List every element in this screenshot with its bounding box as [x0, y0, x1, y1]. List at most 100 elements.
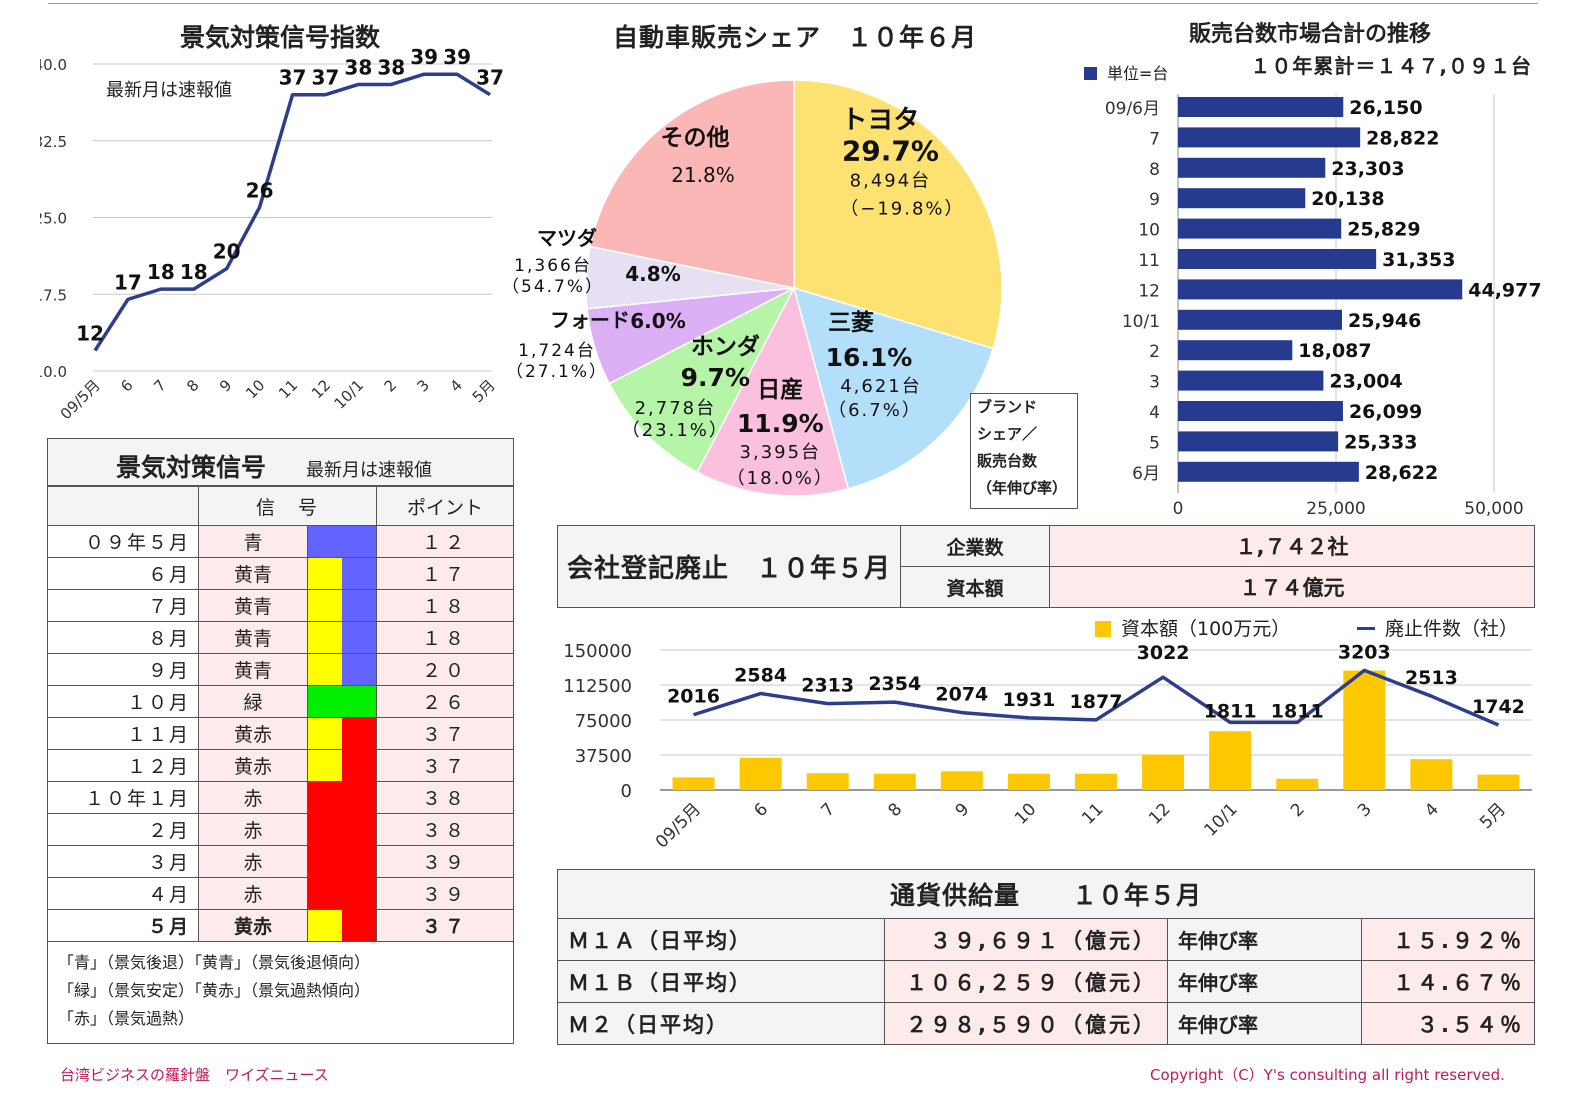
y-tick-label: 0	[621, 781, 632, 802]
data-label: 39	[443, 45, 471, 69]
signal-row: ２月赤 ３８	[47, 813, 514, 846]
x-tick-label: 3	[1354, 799, 1376, 821]
money-row-growth: １４.６７％	[1361, 960, 1535, 1003]
money-title: 通貨供給量 １０年５月	[557, 869, 1535, 919]
slice-share: 21.8%	[671, 163, 735, 187]
data-label: 18,087	[1298, 340, 1371, 362]
signal-legend-line: 「赤」（景気過熱）	[58, 1009, 195, 1028]
signal-color	[308, 622, 342, 653]
signal-point: ３７	[376, 717, 514, 750]
closure-combo-chart: 150000 112500 75000 37500 0 2016 2584 2313 2354 2…	[563, 641, 1532, 853]
signal-month: ４月	[47, 877, 199, 910]
y-tick-label: 37500	[575, 746, 632, 767]
bar	[1075, 773, 1117, 790]
combo-legend-bar: 資本額（100万元）	[1095, 614, 1290, 641]
signal-table-panel: 景気対策信号 最新月は速報値 信 号 ポイント ０９年５月青 １２ ６月 黄青 １７ ７月…	[47, 438, 514, 1044]
slice-name: 三菱	[828, 309, 874, 336]
y-tick-label: 6月	[1132, 464, 1160, 484]
signal-col-month	[47, 486, 199, 526]
money-row-name: Ｍ１Ａ（日平均）	[557, 918, 885, 961]
index-series-line	[93, 72, 491, 352]
signal-point: ３９	[376, 877, 514, 910]
money-row-value: １０６,２５９（億元）	[884, 960, 1168, 1003]
data-label: 2513	[1405, 667, 1458, 689]
slice-units: 2,778台	[635, 398, 717, 419]
data-label: 2313	[801, 675, 854, 697]
combo-legend-bar-label: 資本額（100万元）	[1121, 618, 1291, 640]
bar	[1178, 97, 1344, 117]
signal-color	[308, 718, 342, 749]
slice-growth: （18.0%）	[727, 468, 834, 489]
slice-name: その他	[661, 125, 730, 151]
x-tick-label: 12	[308, 376, 334, 402]
slice-units: 8,494台	[850, 171, 932, 192]
bar-chart-title: 販売台数市場合計の推移	[1188, 22, 1431, 47]
data-label: 17	[114, 270, 142, 294]
signal-label: 黄青	[198, 653, 308, 686]
signal-color	[342, 718, 376, 749]
legend-line-share: シェア／	[977, 425, 1038, 443]
x-tick-label: 9	[952, 799, 974, 821]
top-rule	[48, 3, 1538, 4]
signal-row: ５月 黄赤 ３７	[47, 909, 514, 942]
signal-color	[308, 750, 342, 781]
x-tick-label: 11	[1078, 799, 1107, 828]
bar	[1178, 249, 1377, 269]
signal-color-cell	[307, 685, 377, 718]
money-row-growth-label: 年伸び率	[1167, 1002, 1362, 1045]
signal-row: １０年１月赤 ３８	[47, 781, 514, 814]
signal-color	[308, 686, 376, 717]
signal-point: １８	[376, 621, 514, 654]
signal-label: 黄赤	[198, 749, 308, 782]
bar-legend-label: 単位=台	[1107, 64, 1169, 83]
bar	[1178, 370, 1324, 391]
data-label: 1931	[1002, 689, 1055, 711]
y-tick-label: 2	[1149, 342, 1160, 362]
data-label: 31,353	[1382, 249, 1455, 271]
signal-table-title: 景気対策信号	[116, 453, 267, 482]
signal-point: ３７	[376, 749, 514, 782]
registration-title: 会社登記廃止 １０年５月	[557, 525, 901, 608]
signal-legend-line: 「緑」（景気安定）「黄赤」（景気過熱傾向）	[58, 981, 371, 1000]
signal-color	[308, 526, 376, 557]
bar	[806, 773, 849, 790]
signal-month: １０月	[47, 685, 199, 718]
combo-chart-panel: 150000 112500 75000 37500 0 2016 2584 2313 2354 2…	[557, 610, 1537, 870]
legend-line-units: 販売台数	[977, 452, 1038, 470]
money-row-growth-label: 年伸び率	[1167, 960, 1362, 1003]
x-tick-label: 0	[1173, 499, 1184, 519]
data-label: 2016	[667, 686, 720, 708]
x-tick-label: 10	[1011, 799, 1040, 828]
slice-name: ホンダ	[691, 333, 760, 360]
signal-table-note: 最新月は速報値	[306, 460, 432, 481]
y-tick-label: 8	[1149, 160, 1160, 180]
x-tick-label: 11	[275, 376, 301, 402]
signal-label: 赤	[198, 845, 308, 878]
data-label: 37	[279, 66, 307, 90]
y-tick-label: 09/6月	[1105, 99, 1160, 119]
signal-month: １０年１月	[47, 781, 199, 814]
slice-share: 6.0%	[630, 309, 685, 333]
data-label: 20	[213, 240, 241, 264]
combo-legend-bar-swatch	[1095, 621, 1111, 637]
x-tick-label: 10/1	[1201, 799, 1242, 840]
bar-legend: 単位=台	[1084, 60, 1168, 84]
data-label: 2074	[935, 684, 988, 706]
signal-table: 信 号 ポイント ０９年５月青 １２ ６月 黄青 １７ ７月 黄青 １８ ８月 黄青 １８ ９月 黄青 ２…	[47, 486, 514, 942]
y-tick-label: 40.0	[40, 56, 67, 74]
bar-legend-swatch	[1084, 67, 1097, 80]
signal-color-cell	[307, 653, 377, 686]
index-chart-title: 景気対策信号指数	[179, 23, 380, 52]
data-label: 25,946	[1348, 310, 1421, 332]
pie-slice	[793, 79, 1003, 350]
signal-point: ３９	[376, 845, 514, 878]
x-tick-label: 6	[117, 376, 136, 395]
slice-growth: （6.7%）	[828, 400, 922, 421]
data-label: 1742	[1472, 696, 1525, 718]
x-tick-label: 10	[242, 376, 268, 402]
data-label: 23,303	[1331, 158, 1404, 180]
signal-label: 黄赤	[198, 909, 308, 942]
x-tick-label: 12	[1145, 799, 1174, 828]
data-label: 28,622	[1365, 462, 1438, 484]
